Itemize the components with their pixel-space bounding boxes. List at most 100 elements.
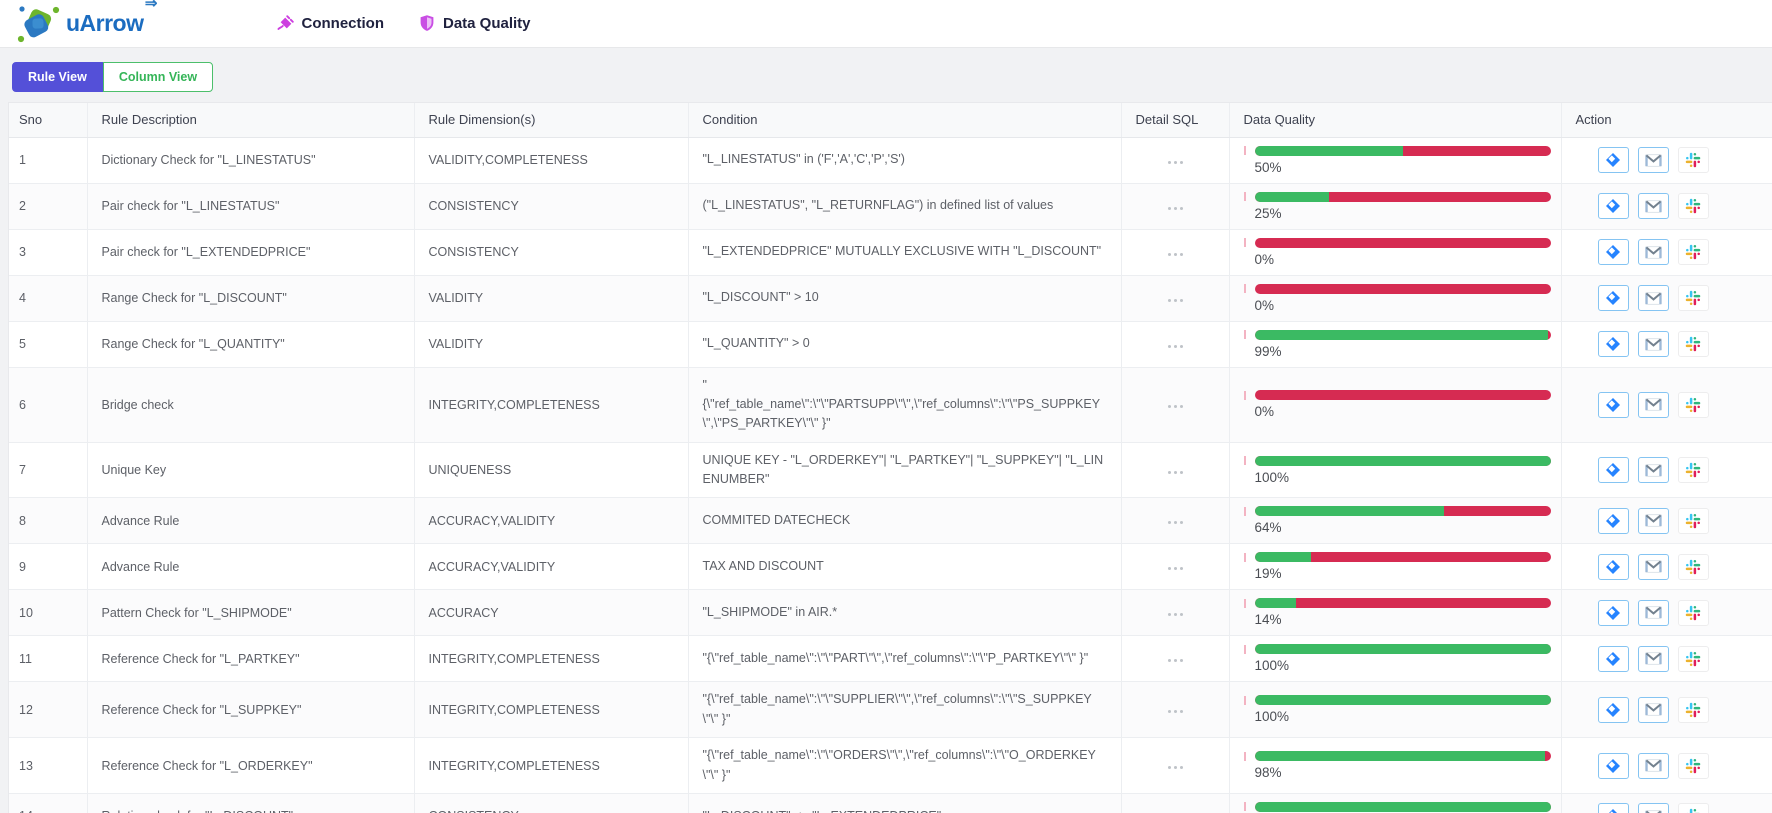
column-header-data-quality: Data Quality xyxy=(1229,103,1562,138)
gmail-button[interactable] xyxy=(1637,507,1669,534)
bar-start-tick xyxy=(1243,238,1246,247)
detail-sql-button[interactable] xyxy=(1162,341,1189,352)
bar-start-tick xyxy=(1243,284,1246,293)
jira-button[interactable] xyxy=(1597,645,1629,672)
slack-button[interactable] xyxy=(1677,803,1709,813)
detail-sql-button[interactable] xyxy=(1162,762,1189,773)
detail-sql-button[interactable] xyxy=(1162,467,1189,478)
slack-button[interactable] xyxy=(1677,193,1709,219)
gmail-button[interactable] xyxy=(1637,331,1669,357)
detail-sql-button[interactable] xyxy=(1162,295,1189,306)
logo-text: uArrow xyxy=(66,10,144,36)
jira-button[interactable] xyxy=(1597,457,1629,483)
jira-icon xyxy=(1605,808,1621,813)
row-actions xyxy=(1597,803,1759,813)
data-quality-percent: 14% xyxy=(1254,612,1282,628)
detail-sql-button[interactable] xyxy=(1162,401,1189,412)
detail-sql-button[interactable] xyxy=(1162,249,1189,260)
gmail-button[interactable] xyxy=(1637,696,1669,723)
tab-column-view[interactable]: Column View xyxy=(102,62,214,92)
ellipsis-icon xyxy=(1167,160,1171,164)
detail-sql-button[interactable] xyxy=(1162,563,1189,574)
gmail-button[interactable] xyxy=(1637,239,1669,265)
slack-icon xyxy=(1685,702,1701,718)
gmail-button[interactable] xyxy=(1637,553,1669,580)
jira-button[interactable] xyxy=(1597,391,1629,418)
rule-condition: "L_QUANTITY" > 0 xyxy=(688,320,1122,367)
jira-button[interactable] xyxy=(1597,803,1629,813)
jira-button[interactable] xyxy=(1597,507,1629,534)
slack-button[interactable] xyxy=(1677,645,1709,672)
slack-button[interactable] xyxy=(1677,285,1709,311)
nav-item-connection[interactable]: Connection xyxy=(276,14,384,33)
detail-sql-button[interactable] xyxy=(1162,157,1189,168)
slack-icon xyxy=(1685,397,1701,413)
jira-button[interactable] xyxy=(1597,193,1629,219)
slack-button[interactable] xyxy=(1677,391,1709,418)
rule-description: Pair check for "L_LINESTATUS" xyxy=(87,182,415,229)
gmail-button[interactable] xyxy=(1637,193,1669,219)
row-actions xyxy=(1597,147,1759,173)
detail-sql-button[interactable] xyxy=(1162,203,1189,214)
table-row: 9 Advance Rule ACCURACY,VALIDITY TAX AND… xyxy=(9,543,1772,590)
detail-sql-button[interactable] xyxy=(1162,655,1189,666)
slack-button[interactable] xyxy=(1677,147,1709,173)
rule-condition: "{\"ref_table_name\":\"\"SUPPLIER\"\",\"… xyxy=(688,681,1122,738)
gmail-button[interactable] xyxy=(1637,752,1669,779)
slack-icon xyxy=(1685,559,1701,575)
gmail-button[interactable] xyxy=(1637,803,1669,813)
rule-dimensions: INTEGRITY,COMPLETENESS xyxy=(414,366,689,443)
data-quality-bar xyxy=(1243,801,1551,812)
tab-rule-view[interactable]: Rule View xyxy=(12,62,103,92)
gmail-button[interactable] xyxy=(1637,285,1669,311)
jira-button[interactable] xyxy=(1597,752,1629,779)
gmail-button[interactable] xyxy=(1637,147,1669,173)
rule-condition: "L_SHIPMODE" in AIR.* xyxy=(688,589,1122,636)
jira-icon xyxy=(1605,758,1621,774)
jira-button[interactable] xyxy=(1597,239,1629,265)
bar-start-tick xyxy=(1243,330,1246,339)
gmail-button[interactable] xyxy=(1637,645,1669,672)
detail-sql-button[interactable] xyxy=(1162,706,1189,717)
gmail-button[interactable] xyxy=(1637,457,1669,483)
ellipsis-icon xyxy=(1167,344,1171,348)
jira-button[interactable] xyxy=(1597,147,1629,173)
row-actions xyxy=(1597,239,1759,265)
slack-button[interactable] xyxy=(1677,696,1709,723)
nav-item-data-quality[interactable]: Data Quality xyxy=(418,14,531,33)
gmail-button[interactable] xyxy=(1637,599,1669,626)
jira-button[interactable] xyxy=(1597,553,1629,580)
rule-condition: "L_LINESTATUS" in ('F','A','C','P','S') xyxy=(688,137,1122,183)
data-quality-percent: 25% xyxy=(1254,205,1282,221)
jira-button[interactable] xyxy=(1597,599,1629,626)
gmail-button[interactable] xyxy=(1637,391,1669,418)
ellipsis-icon xyxy=(1167,252,1171,256)
slack-button[interactable] xyxy=(1677,553,1709,580)
shield-icon xyxy=(418,14,436,33)
rule-description: Unique Key xyxy=(87,441,415,498)
slack-button[interactable] xyxy=(1677,239,1709,265)
row-sno: 10 xyxy=(9,589,88,636)
slack-icon xyxy=(1685,244,1701,260)
rule-dimensions: ACCURACY xyxy=(414,589,689,636)
slack-button[interactable] xyxy=(1677,331,1709,357)
detail-sql-button[interactable] xyxy=(1162,609,1189,620)
row-sno: 8 xyxy=(9,497,88,544)
bar-start-tick xyxy=(1243,598,1246,608)
row-actions xyxy=(1597,696,1759,723)
slack-button[interactable] xyxy=(1677,752,1709,779)
jira-button[interactable] xyxy=(1597,696,1629,723)
jira-icon xyxy=(1605,290,1621,306)
slack-button[interactable] xyxy=(1677,507,1709,534)
row-actions xyxy=(1597,507,1759,534)
row-actions xyxy=(1597,645,1759,672)
row-sno: 12 xyxy=(9,681,88,738)
slack-button[interactable] xyxy=(1677,599,1709,626)
jira-icon xyxy=(1605,198,1621,214)
jira-button[interactable] xyxy=(1597,285,1629,311)
jira-button[interactable] xyxy=(1597,331,1629,357)
row-actions xyxy=(1597,391,1759,418)
slack-button[interactable] xyxy=(1677,457,1709,483)
rule-dimensions: INTEGRITY,COMPLETENESS xyxy=(414,737,689,794)
detail-sql-button[interactable] xyxy=(1162,517,1189,528)
